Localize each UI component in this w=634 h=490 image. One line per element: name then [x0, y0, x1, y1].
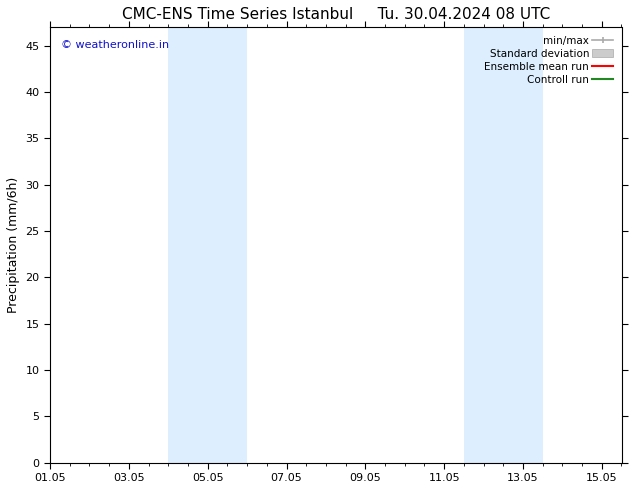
- Title: CMC-ENS Time Series Istanbul     Tu. 30.04.2024 08 UTC: CMC-ENS Time Series Istanbul Tu. 30.04.2…: [122, 7, 550, 22]
- Y-axis label: Precipitation (mm/6h): Precipitation (mm/6h): [7, 177, 20, 313]
- Legend: min/max, Standard deviation, Ensemble mean run, Controll run: min/max, Standard deviation, Ensemble me…: [481, 32, 616, 88]
- Bar: [168, 27, 247, 463]
- Bar: [464, 27, 543, 463]
- Text: © weatheronline.in: © weatheronline.in: [61, 40, 170, 50]
